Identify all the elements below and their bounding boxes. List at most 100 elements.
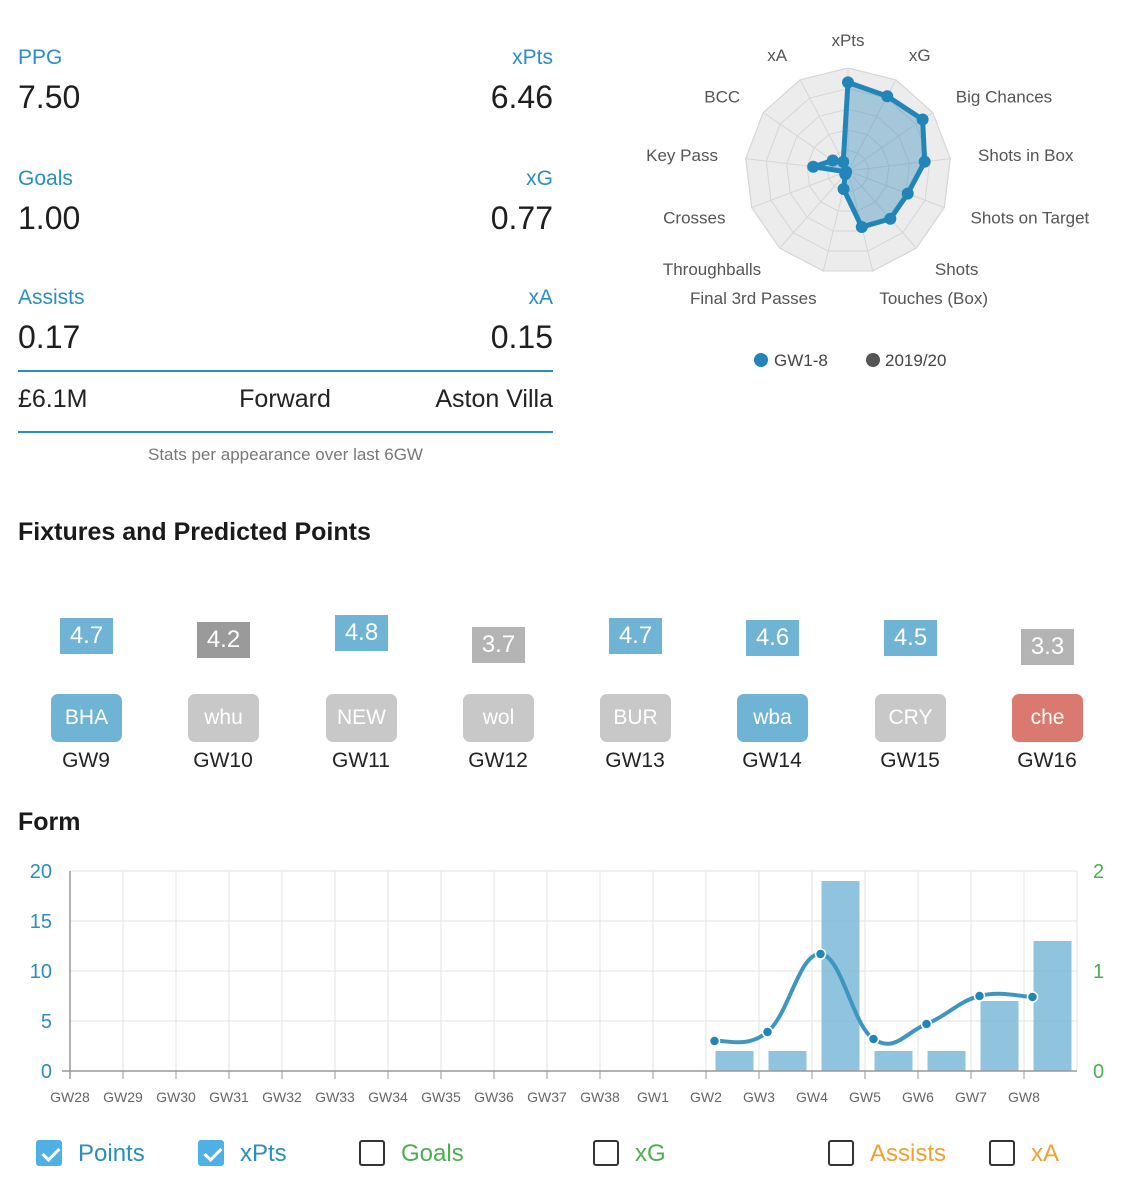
y-tick-label: 5 <box>41 1011 52 1033</box>
xpts-point-gw2[interactable] <box>708 1035 721 1047</box>
radar-chart: xPts xG Big Chances Shots in Box Shots on Ta… <box>646 31 1089 370</box>
radar-ring <box>806 129 890 212</box>
radar-point <box>855 221 868 234</box>
legend-label: Assists <box>870 1140 947 1167</box>
x-tick-label: GW33 <box>315 1089 355 1105</box>
checked-checkbox-icon[interactable] <box>36 1140 62 1166</box>
points-bar-gw6[interactable] <box>927 1051 966 1071</box>
radar-spoke <box>847 170 945 208</box>
legend-toggle-assists[interactable]: Assists <box>828 1138 968 1170</box>
radar-axis-label: BCC <box>704 88 740 107</box>
radar-axis-label: xPts <box>831 31 864 50</box>
x-tick-label: GW31 <box>209 1089 249 1105</box>
opponent-badge-gw14[interactable]: wba <box>737 694 808 742</box>
form-chart: 0 5 10 15 20 0 1 2 GW28 GW29 GW30 GW31 GW32 GW33 GW34 G… <box>30 861 1104 1105</box>
legend-label: xPts <box>240 1140 287 1167</box>
xpts-point-gw3[interactable] <box>761 1026 774 1038</box>
checked-checkbox-icon[interactable] <box>198 1140 224 1166</box>
radar-point <box>918 155 931 168</box>
xpts-point-gw6[interactable] <box>920 1018 933 1030</box>
opponent-badge-gw12[interactable]: wol <box>463 694 534 742</box>
radar-spoke <box>751 170 849 208</box>
radar-point <box>837 183 850 196</box>
xpts-point-gw8[interactable] <box>1026 991 1039 1003</box>
xa-label: xA <box>528 286 553 309</box>
predicted-points-gw15: 4.5 <box>884 620 937 656</box>
radar-point <box>826 154 839 167</box>
xpts-point-gw7[interactable] <box>973 990 986 1002</box>
predicted-points-gw14: 4.6 <box>746 620 799 656</box>
gameweek-label: GW14 <box>742 749 802 772</box>
goals-label: Goals <box>18 167 73 190</box>
assists-value: 0.17 <box>18 319 81 355</box>
radar-axis-label: Crosses <box>663 208 725 227</box>
legend-label: xG <box>635 1140 666 1167</box>
points-bar-gw3[interactable] <box>768 1051 807 1071</box>
xpts-point-gw5[interactable] <box>867 1033 880 1045</box>
points-bar-gw5[interactable] <box>874 1051 913 1071</box>
radar-spoke <box>847 158 951 172</box>
x-tick-label: GW37 <box>527 1089 567 1105</box>
radar-spoke <box>799 79 849 172</box>
unchecked-checkbox-icon[interactable] <box>593 1140 619 1166</box>
points-bar-gw2[interactable] <box>715 1051 754 1071</box>
radar-axis-label: Shots <box>935 260 978 279</box>
radar-ring <box>765 88 931 252</box>
xpts-point-gw4[interactable] <box>814 948 827 960</box>
y2-tick-label: 1 <box>1093 961 1104 983</box>
xg-value: 0.77 <box>490 200 553 236</box>
legend-label: Points <box>78 1140 145 1167</box>
points-bar-gw7[interactable] <box>980 1001 1019 1071</box>
radar-axis-label: xA <box>767 46 788 65</box>
radar-axis-labels: xPts xG Big Chances Shots in Box Shots on Ta… <box>646 31 1089 308</box>
opponent-badge-gw10[interactable]: whu <box>188 694 259 742</box>
radar-point <box>807 160 820 173</box>
unchecked-checkbox-icon[interactable] <box>828 1140 854 1166</box>
radar-axis-label: Touches (Box) <box>879 289 988 308</box>
opponent-badge-gw11[interactable]: NEW <box>326 694 397 742</box>
legend-label: Goals <box>401 1140 464 1167</box>
stats-caption: Stats per appearance over last 6GW <box>148 445 423 464</box>
unchecked-checkbox-icon[interactable] <box>989 1140 1015 1166</box>
opponent-badge-gw16[interactable]: che <box>1012 694 1083 742</box>
radar-legend-gw1-8[interactable]: GW1-8 <box>754 351 828 370</box>
legend-toggle-xg[interactable]: xG <box>593 1138 733 1170</box>
x-tick-label: GW30 <box>156 1089 196 1105</box>
gameweek-label: GW12 <box>468 749 528 772</box>
radar-legend-2019-20[interactable]: 2019/20 <box>866 351 946 370</box>
x-tick-label: GW2 <box>690 1089 722 1105</box>
goals-value: 1.00 <box>18 200 81 236</box>
y-tick-label: 20 <box>30 861 52 883</box>
legend-dot-icon <box>866 353 880 367</box>
assists-label: Assists <box>18 286 85 309</box>
x-tick-label: GW6 <box>902 1089 934 1105</box>
x-tick-label: GW8 <box>1008 1089 1040 1105</box>
legend-toggle-xpts[interactable]: xPts <box>198 1138 338 1170</box>
radar-axis-label: xG <box>909 46 931 65</box>
x-tick-label: GW4 <box>796 1089 828 1105</box>
predicted-points-gw10: 4.2 <box>197 622 250 658</box>
y-tick-label: 10 <box>30 961 52 983</box>
xpts-value: 6.46 <box>490 79 553 115</box>
opponent-badge-gw13[interactable]: BUR <box>600 694 671 742</box>
radar-point <box>840 165 853 178</box>
form-grid <box>69 870 1078 1072</box>
legend-toggle-goals[interactable]: Goals <box>359 1138 499 1170</box>
x-tick-label: GW5 <box>849 1089 881 1105</box>
form-axes: 0 5 10 15 20 0 1 2 GW28 GW29 GW30 GW31 GW32 GW33 GW34 G… <box>30 861 1104 1105</box>
opponent-badge-gw9[interactable]: BHA <box>51 694 122 742</box>
legend-toggle-xa[interactable]: xA <box>989 1138 1129 1170</box>
y-tick-label: 15 <box>30 911 52 933</box>
unchecked-checkbox-icon[interactable] <box>359 1140 385 1166</box>
y2-tick-label: 0 <box>1093 1061 1104 1083</box>
gameweek-label: GW16 <box>1017 749 1077 772</box>
x-tick-label: GW3 <box>743 1089 775 1105</box>
points-bar-gw8[interactable] <box>1033 941 1072 1071</box>
radar-ring <box>745 67 951 272</box>
x-tick-label: GW29 <box>103 1089 143 1105</box>
x-tick-label: GW7 <box>955 1089 987 1105</box>
xa-value: 0.15 <box>490 319 553 355</box>
x-tick-label: GW35 <box>421 1089 461 1105</box>
opponent-badge-gw15[interactable]: CRY <box>875 694 946 742</box>
legend-toggle-points[interactable]: Points <box>36 1138 176 1170</box>
